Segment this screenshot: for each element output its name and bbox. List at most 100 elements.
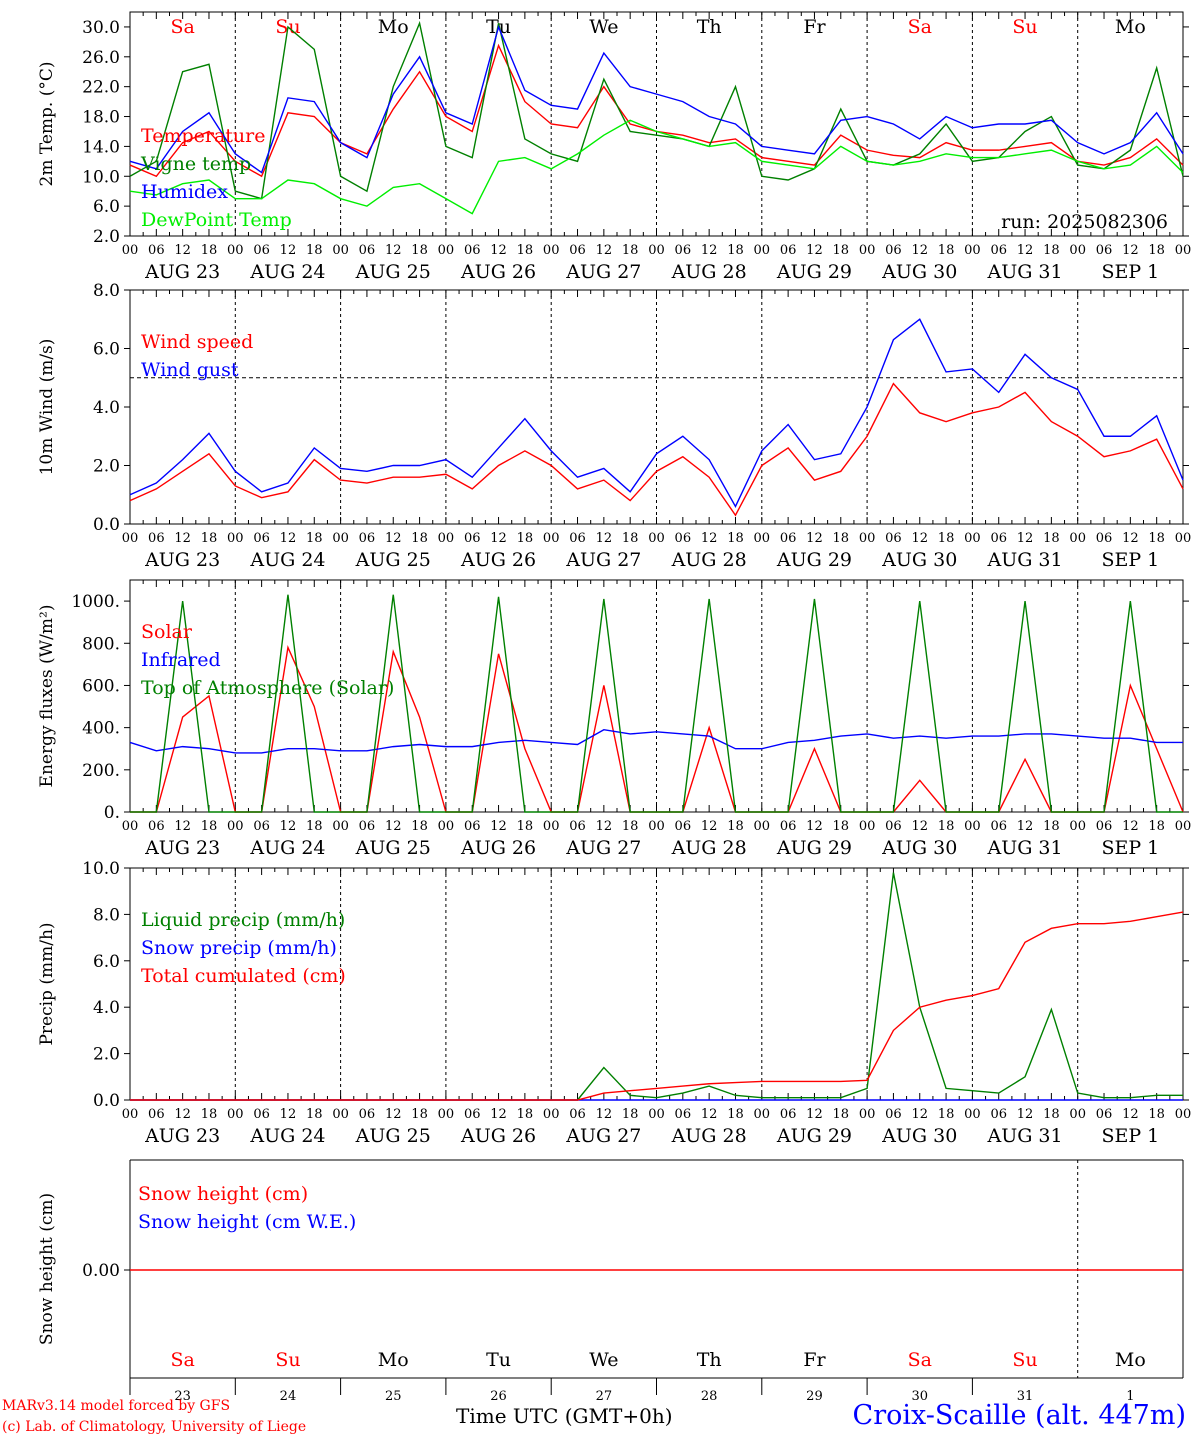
y-tick-label: 8.0 xyxy=(93,281,120,301)
x-hour-label: 00 xyxy=(859,531,876,546)
series-line-vigne-temp xyxy=(129,20,1184,200)
x-hour-label: 18 xyxy=(1148,819,1165,834)
x-hour-label: 12 xyxy=(1122,531,1139,546)
x-hour-label: 18 xyxy=(1148,1107,1165,1122)
x-hour-label: 12 xyxy=(806,531,823,546)
x-date-label: AUG 23 xyxy=(144,1125,220,1147)
x-date-label: AUG 29 xyxy=(776,549,852,571)
legend-entry: Snow height (cm) xyxy=(138,1183,308,1205)
x-hour-label: 18 xyxy=(938,243,955,258)
y-tick-label: 10.0 xyxy=(82,859,120,879)
x-hour-label: 12 xyxy=(1017,531,1034,546)
x-date-label: AUG 24 xyxy=(249,549,325,571)
y-tick-label: 30.0 xyxy=(82,18,120,38)
x-hour-label: 18 xyxy=(938,1107,955,1122)
y-tick-label: 600. xyxy=(82,676,120,696)
x-hour-label: 00 xyxy=(964,243,981,258)
x-hour-label: 12 xyxy=(280,243,297,258)
x-hour-label: 00 xyxy=(859,819,876,834)
x-date-label: AUG 28 xyxy=(671,549,747,571)
x-hour-label: 18 xyxy=(833,243,850,258)
day-name-label: Th xyxy=(697,1349,722,1371)
x-date-label: SEP 1 xyxy=(1101,549,1159,571)
legend-entry: Solar xyxy=(141,621,193,643)
x-date-label: AUG 26 xyxy=(460,261,536,283)
x-date-label: AUG 31 xyxy=(986,1125,1062,1147)
day-name-label: Mo xyxy=(1115,1349,1146,1371)
series-line-infrared xyxy=(129,729,1183,754)
x-hour-label: 06 xyxy=(780,1107,797,1122)
y-tick-label: 4.0 xyxy=(93,998,120,1018)
x-hour-label: 06 xyxy=(569,243,586,258)
y-axis-title: 10m Wind (m/s) xyxy=(37,339,57,476)
x-hour-label: 06 xyxy=(464,1107,481,1122)
x-hour-label: 12 xyxy=(1017,819,1034,834)
y-tick-label: 400. xyxy=(82,719,120,739)
day-name-label: Sa xyxy=(170,16,194,38)
x-hour-label: 06 xyxy=(675,531,692,546)
x-hour-label: 00 xyxy=(964,1107,981,1122)
x-hour-label: 12 xyxy=(596,819,613,834)
x-hour-label: 18 xyxy=(1043,531,1060,546)
x-hour-label: 06 xyxy=(253,243,270,258)
x-date-label: SEP 1 xyxy=(1101,837,1159,859)
series-line-wind-speed xyxy=(129,382,1184,517)
x-hour-label: 00 xyxy=(122,243,139,258)
x-date-label: AUG 29 xyxy=(776,837,852,859)
legend-entry: Liquid precip (mm/h) xyxy=(141,909,345,931)
x-hour-label: 18 xyxy=(411,531,428,546)
day-number-label: 31 xyxy=(1017,1389,1034,1404)
y-tick-label: 1000. xyxy=(71,592,120,612)
x-hour-label: 00 xyxy=(859,1107,876,1122)
legend-entry: DewPoint Temp xyxy=(141,209,292,231)
x-hour-label: 18 xyxy=(411,1107,428,1122)
x-hour-label: 06 xyxy=(359,1107,376,1122)
x-hour-label: 06 xyxy=(253,1107,270,1122)
x-hour-label: 18 xyxy=(201,531,218,546)
x-hour-label: 12 xyxy=(174,243,191,258)
x-hour-label: 18 xyxy=(517,531,534,546)
x-hour-label: 12 xyxy=(280,819,297,834)
x-hour-label: 06 xyxy=(675,243,692,258)
x-hour-label: 18 xyxy=(1043,819,1060,834)
x-hour-label: 06 xyxy=(148,1107,165,1122)
day-name-label: Fr xyxy=(803,1349,826,1371)
x-hour-label: 12 xyxy=(174,1107,191,1122)
x-hour-label: 06 xyxy=(990,243,1007,258)
x-hour-label: 06 xyxy=(780,243,797,258)
x-hour-label: 06 xyxy=(885,531,902,546)
x-hour-label: 18 xyxy=(306,1107,323,1122)
x-hour-label: 00 xyxy=(648,243,665,258)
day-name-label: Tu xyxy=(486,1349,511,1371)
x-hour-label: 12 xyxy=(596,243,613,258)
series-line-wind-gust xyxy=(129,318,1184,508)
y-tick-label: 22.0 xyxy=(82,78,120,98)
x-hour-label: 00 xyxy=(754,243,771,258)
day-name-label: Sa xyxy=(908,1349,932,1371)
x-hour-label: 06 xyxy=(1096,1107,1113,1122)
day-name-label: We xyxy=(589,1349,618,1371)
x-hour-label: 06 xyxy=(359,243,376,258)
x-date-label: AUG 24 xyxy=(249,261,325,283)
x-date-label: AUG 29 xyxy=(776,1125,852,1147)
day-name-label: Th xyxy=(697,16,722,38)
y-tick-label: 6.0 xyxy=(93,952,120,972)
x-date-label: AUG 24 xyxy=(249,1125,325,1147)
x-hour-label: 06 xyxy=(675,819,692,834)
x-date-label: SEP 1 xyxy=(1101,261,1159,283)
x-hour-label: 00 xyxy=(332,1107,349,1122)
x-hour-label: 00 xyxy=(1069,1107,1086,1122)
x-hour-label: 12 xyxy=(701,243,718,258)
x-hour-label: 00 xyxy=(227,1107,244,1122)
x-hour-label: 18 xyxy=(517,243,534,258)
x-hour-label: 00 xyxy=(543,531,560,546)
x-date-label: AUG 25 xyxy=(355,549,431,571)
x-hour-label: 18 xyxy=(622,819,639,834)
x-date-label: AUG 31 xyxy=(986,261,1062,283)
x-hour-label: 06 xyxy=(464,531,481,546)
x-hour-label: 00 xyxy=(1175,531,1192,546)
x-hour-label: 00 xyxy=(543,243,560,258)
x-hour-label: 12 xyxy=(385,1107,402,1122)
legend-entry: Infrared xyxy=(141,649,221,671)
y-axis-title: Precip (mm/h) xyxy=(37,922,57,1045)
